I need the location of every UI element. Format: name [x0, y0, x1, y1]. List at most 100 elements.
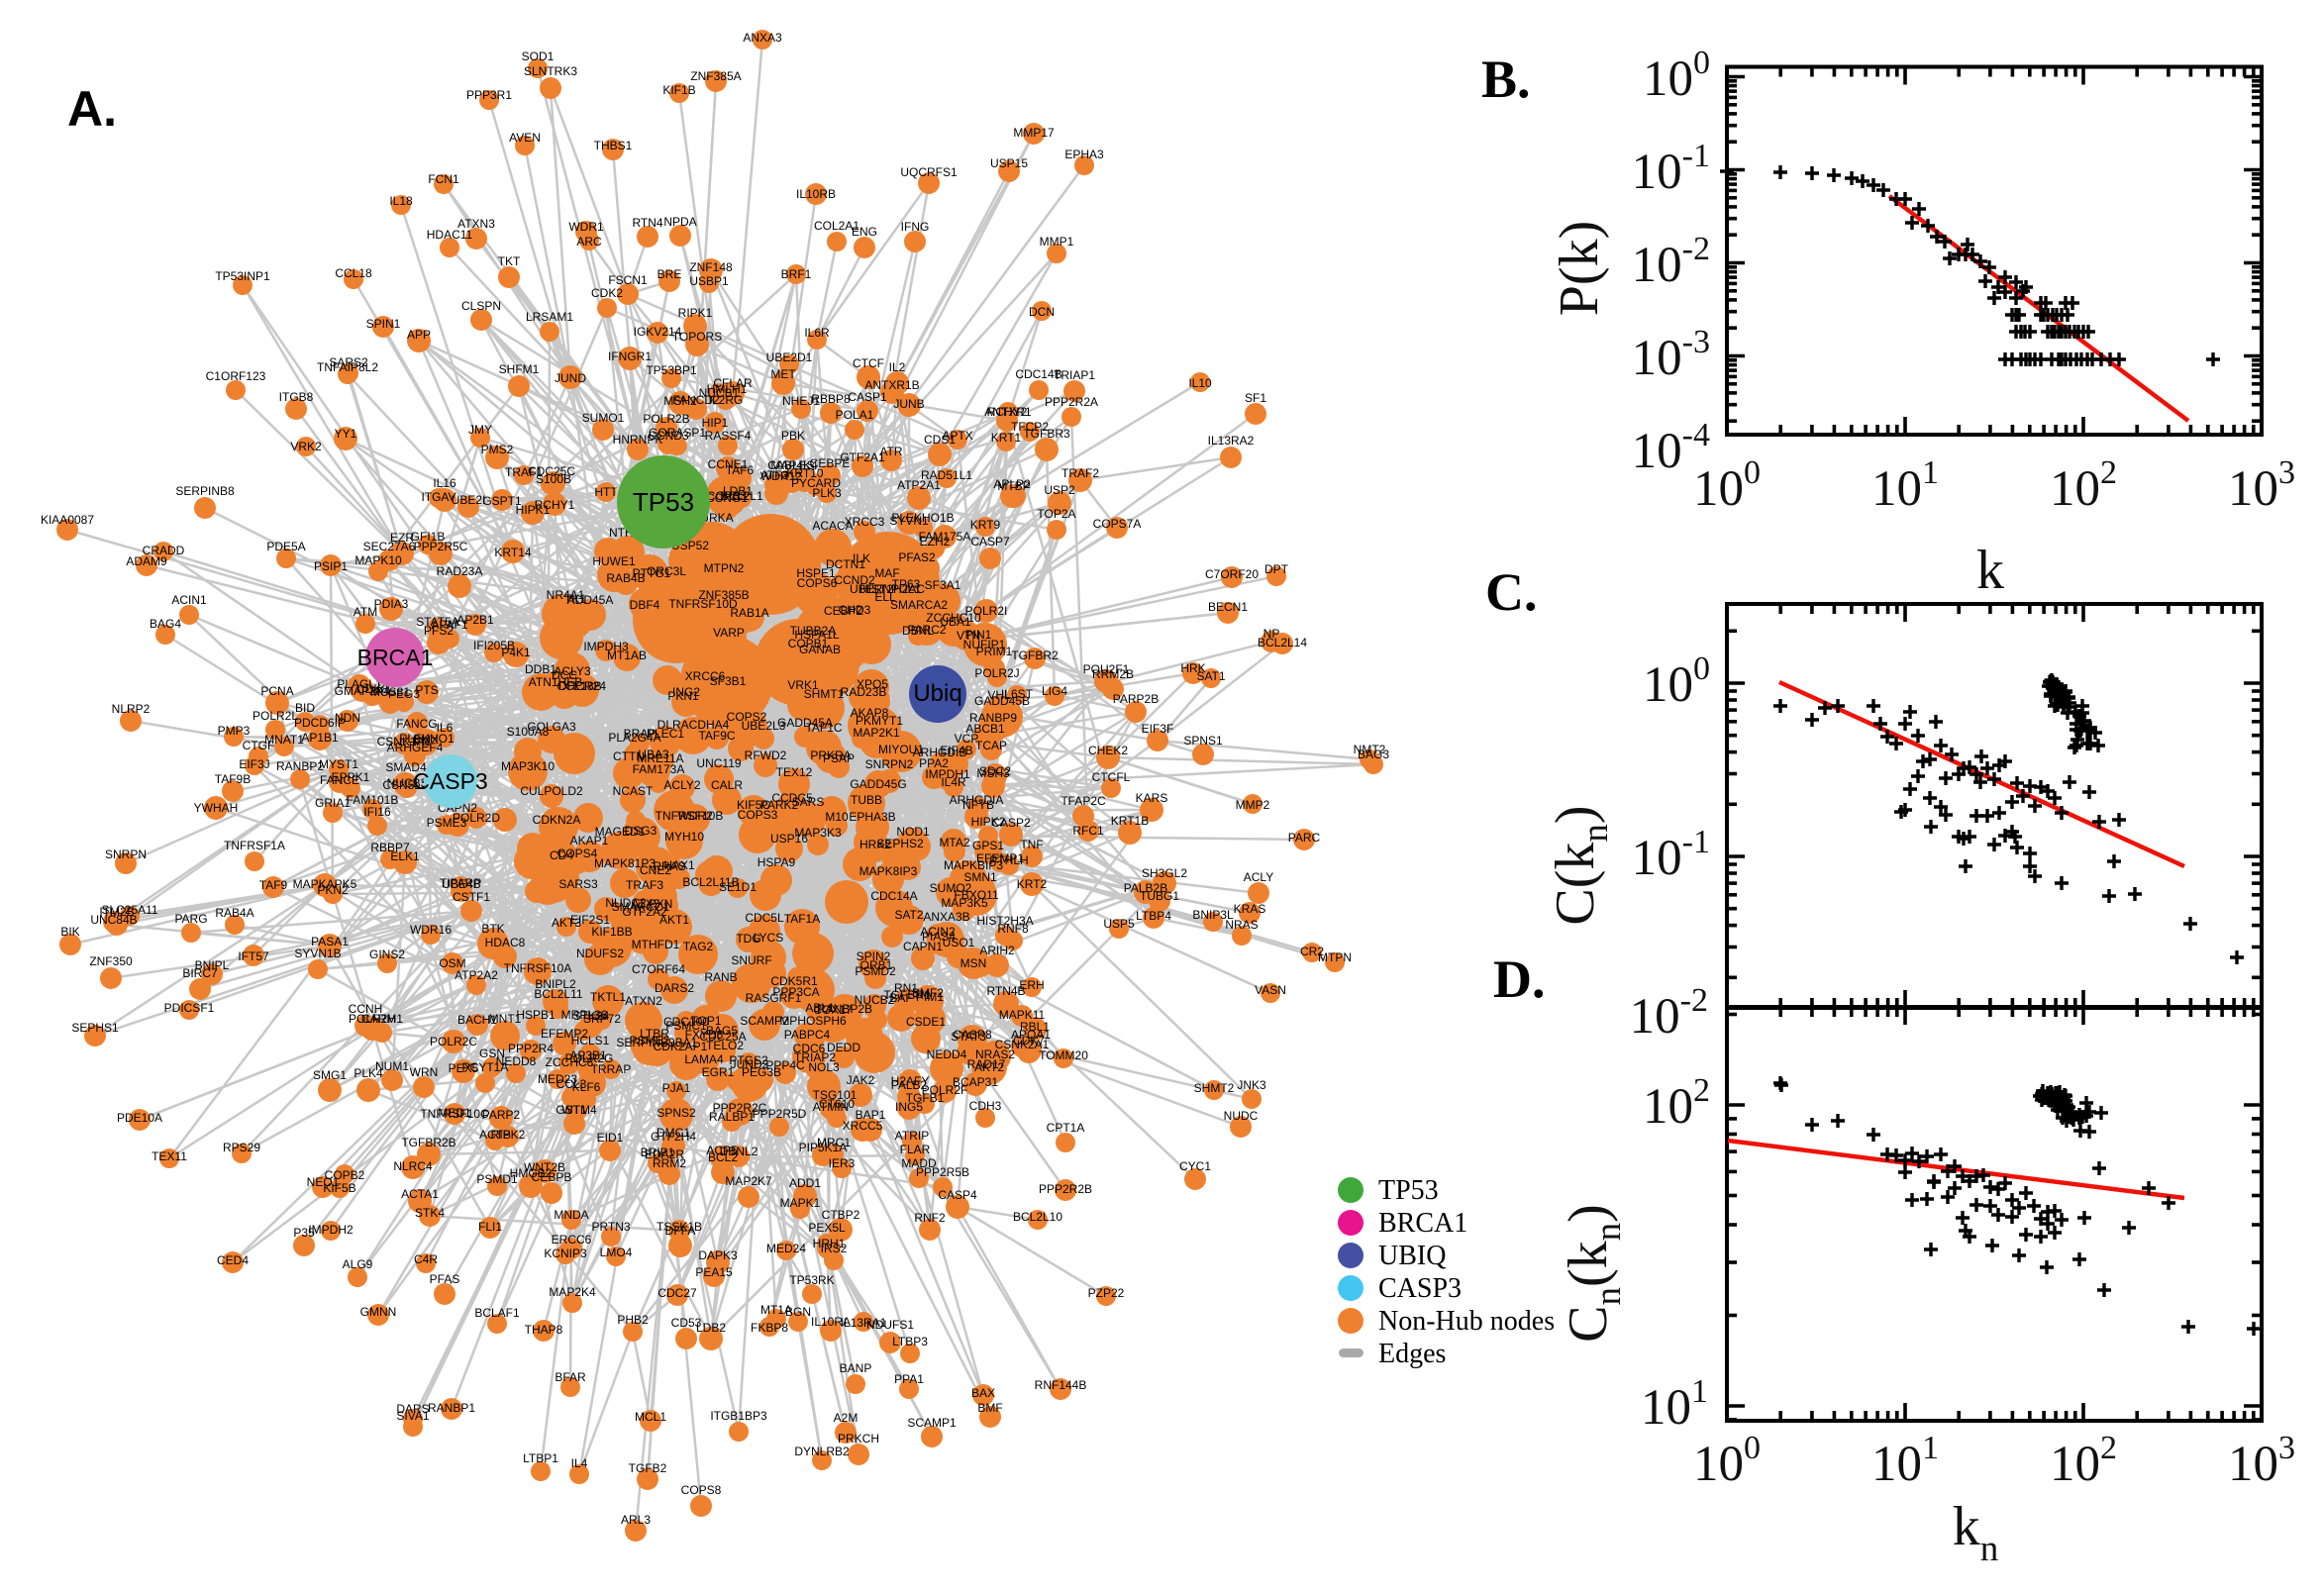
svg-text:APLP2: APLP2	[993, 477, 1031, 491]
svg-text:COPB3: COPB3	[707, 489, 748, 503]
svg-text:KRT1B: KRT1B	[1111, 814, 1149, 828]
svg-text:PDE5A: PDE5A	[266, 540, 305, 553]
svg-text:EIF2S1: EIF2S1	[570, 913, 610, 927]
svg-text:CSTF1: CSTF1	[453, 890, 490, 904]
svg-text:100: 100	[1643, 45, 1710, 107]
svg-text:CCNE1: CCNE1	[708, 457, 749, 471]
svg-text:KRT14: KRT14	[494, 546, 531, 559]
svg-text:PPP3CA: PPP3CA	[772, 985, 819, 999]
svg-text:WDR16: WDR16	[410, 923, 452, 937]
svg-text:ELK1: ELK1	[390, 849, 420, 863]
svg-text:IMPDH3: IMPDH3	[583, 640, 629, 653]
svg-text:PARG: PARG	[174, 912, 207, 926]
svg-text:FLI1: FLI1	[478, 1220, 502, 1234]
svg-text:PDICSF1: PDICSF1	[164, 1001, 215, 1015]
svg-text:TGFBR2B: TGFBR2B	[401, 1136, 455, 1149]
svg-text:MAF: MAF	[874, 566, 899, 580]
svg-text:KRT2: KRT2	[1017, 877, 1048, 891]
svg-text:CCL18: CCL18	[335, 266, 372, 280]
svg-text:TCAP: TCAP	[975, 739, 1007, 752]
svg-text:PIN1: PIN1	[965, 628, 992, 642]
svg-text:CPT1A: CPT1A	[1047, 1121, 1085, 1135]
svg-text:NUDC2: NUDC2	[605, 896, 647, 910]
svg-text:JNK3: JNK3	[1237, 1078, 1266, 1092]
svg-text:103: 103	[2228, 454, 2295, 517]
svg-text:RAB4B: RAB4B	[606, 571, 645, 585]
svg-text:CDC14A: CDC14A	[870, 889, 917, 903]
svg-text:102: 102	[1643, 1072, 1710, 1135]
svg-text:APAF1: APAF1	[431, 618, 467, 632]
svg-text:USBP1: USBP1	[689, 274, 729, 288]
svg-text:ARC: ARC	[576, 235, 602, 249]
svg-text:ATXN2: ATXN2	[625, 994, 662, 1008]
svg-text:CDH3: CDH3	[969, 1099, 1002, 1113]
svg-text:PKN1: PKN1	[667, 689, 699, 703]
svg-text:100: 100	[1643, 650, 1710, 713]
svg-text:ADAM9: ADAM9	[126, 554, 167, 568]
svg-text:MMP1: MMP1	[1040, 235, 1074, 249]
svg-text:MTHFD1: MTHFD1	[632, 938, 680, 951]
svg-text:MAPKAPK5: MAPKAPK5	[293, 877, 357, 891]
svg-text:PPP2R5C: PPP2R5C	[414, 540, 468, 553]
svg-text:IER3: IER3	[829, 1156, 856, 1170]
svg-text:IMPDH2: IMPDH2	[308, 1223, 354, 1237]
svg-text:MED23: MED23	[538, 1072, 577, 1086]
svg-text:PLK4: PLK4	[354, 1066, 383, 1080]
svg-text:EIF3F: EIF3F	[1142, 722, 1174, 736]
svg-text:ARHGEF4: ARHGEF4	[387, 741, 444, 754]
svg-text:AKT2: AKT2	[974, 1060, 1004, 1074]
svg-text:C(kn): C(kn)	[1545, 805, 1616, 925]
svg-text:PEX5: PEX5	[449, 1061, 479, 1075]
svg-text:MAP3K10: MAP3K10	[501, 759, 555, 773]
svg-text:MTA2: MTA2	[939, 836, 969, 849]
svg-text:NDN: NDN	[335, 711, 360, 725]
svg-text:ING5: ING5	[895, 1100, 923, 1114]
svg-text:C7ORF20: C7ORF20	[1205, 567, 1259, 581]
svg-text:MAP2K4: MAP2K4	[549, 1285, 596, 1299]
svg-text:SH3GL2: SH3GL2	[1142, 866, 1187, 880]
svg-text:LIG4: LIG4	[1042, 684, 1067, 698]
svg-text:MRC1: MRC1	[817, 1136, 851, 1149]
svg-text:TRRAP: TRRAP	[591, 1062, 632, 1076]
svg-text:SPNS1: SPNS1	[1183, 734, 1223, 748]
svg-text:HDAC8: HDAC8	[485, 936, 526, 949]
svg-text:STK4: STK4	[415, 1206, 445, 1220]
svg-text:FAM101B: FAM101B	[347, 793, 399, 807]
svg-text:IFNGR1: IFNGR1	[608, 349, 652, 363]
svg-text:NRAS2: NRAS2	[975, 1047, 1015, 1061]
svg-text:ELL: ELL	[874, 590, 896, 604]
svg-text:TEX11: TEX11	[152, 1149, 187, 1163]
svg-text:CASP4: CASP4	[938, 1188, 977, 1202]
svg-text:GINS2: GINS2	[369, 948, 405, 961]
svg-text:RAB1A: RAB1A	[730, 606, 768, 620]
svg-text:MAPK10: MAPK10	[354, 553, 402, 567]
svg-text:TNF: TNF	[1020, 838, 1043, 851]
svg-text:CDC5L: CDC5L	[745, 911, 784, 925]
svg-text:RANB: RANB	[704, 970, 737, 984]
svg-text:PRTN3: PRTN3	[591, 1220, 630, 1234]
svg-text:MED24: MED24	[766, 1242, 806, 1255]
svg-text:IL6R: IL6R	[804, 326, 830, 340]
svg-text:CALR: CALR	[711, 778, 743, 792]
svg-text:VASN: VASN	[1255, 983, 1286, 997]
svg-text:GMAP2K4: GMAP2K4	[335, 684, 391, 698]
svg-text:TGFB2: TGFB2	[629, 1461, 667, 1475]
svg-text:POLR2L: POLR2L	[252, 709, 298, 723]
svg-text:KRT1: KRT1	[991, 431, 1022, 445]
svg-text:Cn(kn): Cn(kn)	[1558, 1204, 1629, 1343]
svg-text:BNIPL2: BNIPL2	[535, 977, 576, 991]
svg-text:CDC25A: CDC25A	[699, 1030, 746, 1044]
svg-text:BRIP1: BRIP1	[641, 1146, 675, 1159]
svg-text:TAF9: TAF9	[259, 878, 288, 892]
svg-text:IL10RB: IL10RB	[796, 187, 836, 201]
svg-text:ITGB1BP3: ITGB1BP3	[710, 1409, 767, 1423]
svg-text:APP: APP	[407, 328, 431, 342]
svg-text:MAP2K7: MAP2K7	[725, 1174, 772, 1188]
svg-text:BRE: BRE	[657, 267, 682, 281]
svg-text:DBF4: DBF4	[630, 598, 660, 612]
svg-text:SARS3: SARS3	[558, 877, 598, 891]
svg-text:RIPK1: RIPK1	[678, 306, 713, 320]
svg-text:10-2: 10-2	[1632, 231, 1710, 293]
svg-text:LDB2: LDB2	[696, 1321, 726, 1335]
svg-text:COPB1: COPB1	[788, 637, 829, 650]
